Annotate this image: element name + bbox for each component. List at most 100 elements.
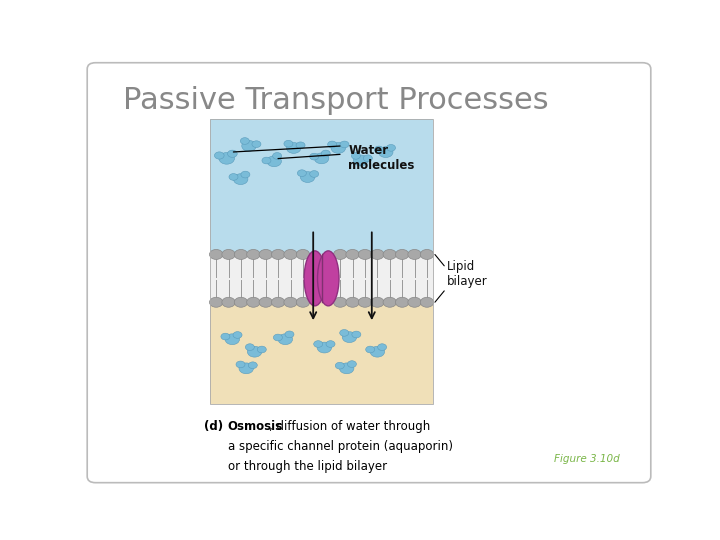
- Circle shape: [241, 171, 250, 178]
- Circle shape: [296, 249, 310, 259]
- Circle shape: [259, 298, 272, 307]
- Circle shape: [310, 153, 319, 160]
- Circle shape: [408, 298, 421, 307]
- Circle shape: [364, 155, 372, 161]
- Circle shape: [284, 140, 293, 147]
- Circle shape: [234, 298, 248, 307]
- Bar: [210, 119, 433, 404]
- Circle shape: [340, 141, 349, 148]
- Circle shape: [284, 249, 297, 259]
- Circle shape: [383, 298, 397, 307]
- Ellipse shape: [304, 251, 325, 306]
- Circle shape: [328, 141, 337, 148]
- Circle shape: [278, 334, 292, 345]
- Circle shape: [296, 142, 305, 149]
- Ellipse shape: [318, 251, 339, 306]
- Circle shape: [352, 331, 361, 338]
- Circle shape: [379, 147, 393, 158]
- Circle shape: [285, 331, 294, 338]
- Circle shape: [257, 346, 266, 353]
- Circle shape: [221, 333, 230, 340]
- Circle shape: [225, 334, 240, 345]
- Circle shape: [210, 249, 223, 259]
- Circle shape: [420, 298, 433, 307]
- Text: Lipid
bilayer: Lipid bilayer: [447, 260, 488, 288]
- Circle shape: [317, 342, 332, 353]
- Circle shape: [300, 172, 315, 183]
- Circle shape: [222, 249, 235, 259]
- Text: (d): (d): [204, 420, 232, 433]
- Text: Passive Transport Processes: Passive Transport Processes: [124, 85, 549, 114]
- Circle shape: [297, 170, 307, 177]
- Circle shape: [262, 157, 271, 164]
- Text: a specific channel protein (aquaporin): a specific channel protein (aquaporin): [228, 440, 453, 453]
- Circle shape: [284, 298, 297, 307]
- Circle shape: [351, 152, 361, 159]
- Circle shape: [333, 249, 347, 259]
- Circle shape: [346, 249, 359, 259]
- Circle shape: [271, 298, 285, 307]
- Circle shape: [233, 174, 248, 185]
- Text: or through the lipid bilayer: or through the lipid bilayer: [228, 460, 387, 473]
- Circle shape: [374, 146, 383, 153]
- Circle shape: [222, 298, 235, 307]
- Circle shape: [242, 140, 256, 151]
- Circle shape: [267, 156, 282, 167]
- Circle shape: [408, 249, 421, 259]
- Circle shape: [233, 332, 242, 339]
- Circle shape: [336, 362, 344, 369]
- Circle shape: [219, 152, 235, 164]
- Circle shape: [229, 173, 238, 180]
- Circle shape: [346, 298, 359, 307]
- Circle shape: [228, 150, 237, 157]
- Circle shape: [348, 361, 356, 367]
- Circle shape: [259, 249, 272, 259]
- Circle shape: [377, 344, 387, 350]
- Circle shape: [359, 249, 372, 259]
- Circle shape: [326, 341, 335, 347]
- Circle shape: [310, 171, 319, 177]
- Text: Figure 3.10d: Figure 3.10d: [554, 454, 620, 464]
- Circle shape: [420, 249, 433, 259]
- Circle shape: [271, 249, 285, 259]
- Circle shape: [331, 143, 346, 153]
- Circle shape: [333, 298, 347, 307]
- Circle shape: [247, 249, 260, 259]
- Circle shape: [210, 298, 223, 307]
- Circle shape: [370, 346, 384, 357]
- Circle shape: [354, 155, 368, 166]
- Circle shape: [314, 341, 323, 347]
- Circle shape: [215, 152, 224, 159]
- Circle shape: [234, 249, 248, 259]
- Circle shape: [296, 298, 310, 307]
- Circle shape: [248, 346, 262, 357]
- Circle shape: [371, 298, 384, 307]
- Circle shape: [371, 249, 384, 259]
- Circle shape: [273, 153, 282, 159]
- FancyBboxPatch shape: [87, 63, 651, 483]
- Circle shape: [359, 298, 372, 307]
- Circle shape: [240, 138, 249, 144]
- Circle shape: [395, 249, 409, 259]
- Bar: [210, 302, 433, 404]
- Text: Water
molecules: Water molecules: [348, 144, 415, 172]
- Bar: [210, 119, 433, 254]
- Circle shape: [236, 361, 245, 368]
- Circle shape: [247, 298, 260, 307]
- Circle shape: [387, 145, 395, 151]
- Circle shape: [315, 153, 329, 164]
- Circle shape: [366, 346, 374, 353]
- Circle shape: [342, 332, 356, 342]
- Circle shape: [274, 334, 282, 341]
- Text: , diffusion of water through: , diffusion of water through: [269, 420, 430, 433]
- Circle shape: [340, 329, 348, 336]
- Circle shape: [383, 249, 397, 259]
- Circle shape: [321, 150, 330, 157]
- Circle shape: [395, 298, 409, 307]
- Circle shape: [246, 344, 254, 350]
- Circle shape: [252, 141, 261, 147]
- Circle shape: [287, 143, 301, 153]
- Bar: [210, 254, 433, 302]
- Circle shape: [248, 362, 257, 369]
- Circle shape: [339, 363, 354, 374]
